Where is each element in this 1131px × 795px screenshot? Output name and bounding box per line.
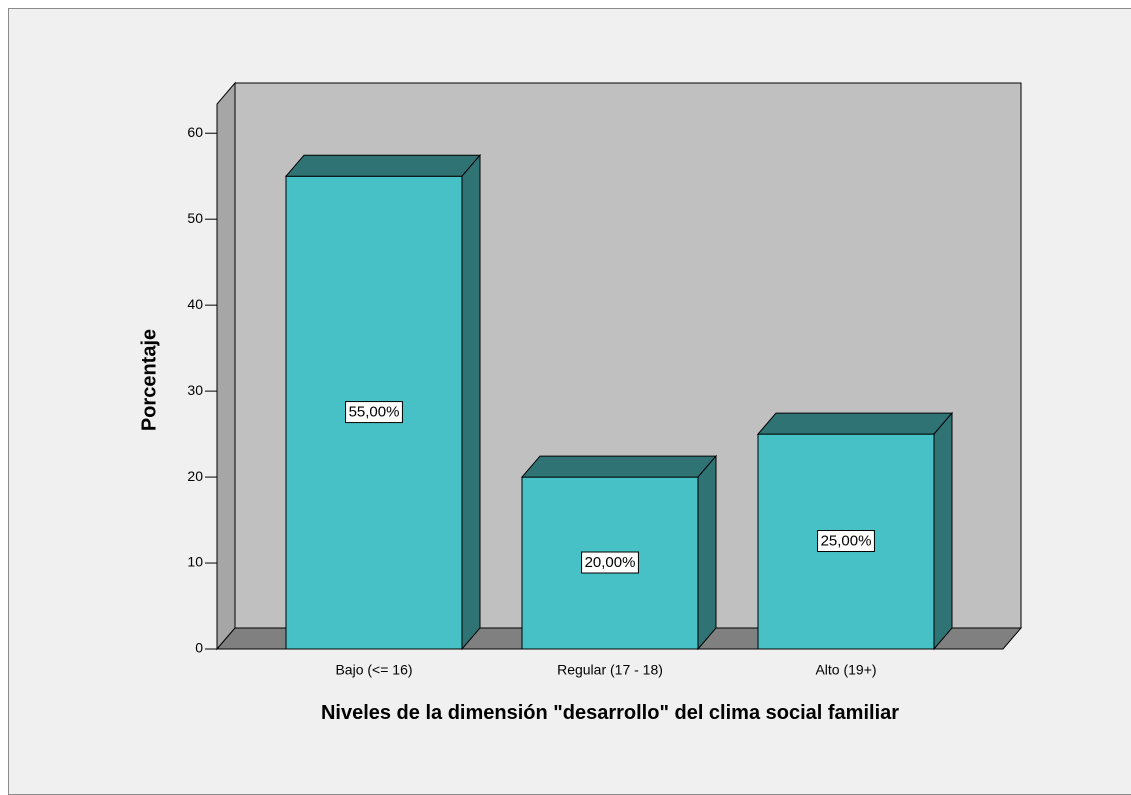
x-tick-label: Regular (17 - 18) <box>557 662 663 678</box>
y-tick-label: 50 <box>187 210 203 226</box>
y-tick-label: 0 <box>195 640 203 656</box>
y-tick-label: 20 <box>187 468 203 484</box>
y-axis-label: Porcentaje <box>138 329 160 431</box>
y-tick-label: 30 <box>187 382 203 398</box>
left-wall <box>216 81 236 651</box>
bar-side <box>933 411 953 651</box>
bar-top <box>520 455 718 478</box>
bar-side <box>461 153 481 651</box>
x-axis-label: Niveles de la dimensión "desarrollo" del… <box>320 702 900 724</box>
value-label: 20,00% <box>585 554 636 571</box>
bar-side <box>697 454 717 651</box>
x-tick-label: Alto (19+) <box>815 662 876 678</box>
x-tick-label: Bajo (<= 16) <box>335 662 412 678</box>
y-tick-label: 60 <box>187 124 203 140</box>
y-tick-label: 40 <box>187 296 203 312</box>
value-label: 55,00% <box>349 404 400 421</box>
bar-top <box>284 154 482 177</box>
value-label-box <box>345 401 403 424</box>
value-label: 25,00% <box>821 533 872 550</box>
value-label-box <box>581 551 639 574</box>
y-tick-label: 10 <box>187 554 203 570</box>
value-label-box <box>817 530 875 553</box>
bar-top <box>756 412 954 435</box>
